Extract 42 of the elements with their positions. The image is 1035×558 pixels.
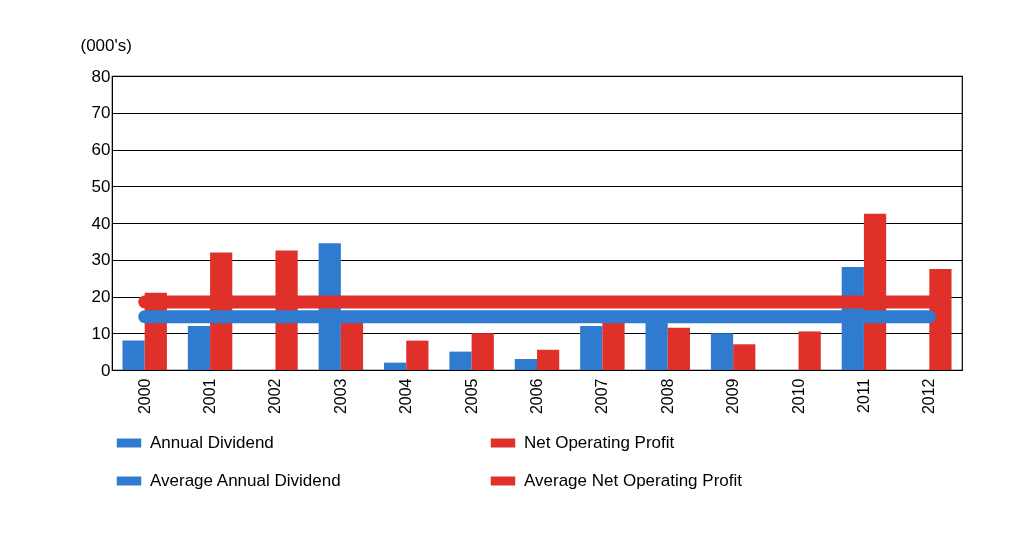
x-tick-label: 2001 bbox=[201, 378, 219, 415]
bar bbox=[187, 325, 211, 370]
bar bbox=[122, 340, 145, 370]
x-tick-label: 2002 bbox=[266, 378, 284, 415]
bar bbox=[384, 362, 407, 370]
y-tick-label: 10 bbox=[91, 323, 111, 343]
y-tick-label: 60 bbox=[91, 140, 111, 159]
bar bbox=[537, 349, 560, 370]
bar bbox=[798, 331, 821, 370]
x-tick-label: 2008 bbox=[658, 378, 676, 415]
legend-label: Net Operating Profit bbox=[524, 433, 675, 452]
y-axis-title: (000's) bbox=[80, 35, 132, 55]
x-tick-label: 2006 bbox=[528, 378, 545, 415]
bar bbox=[406, 340, 429, 370]
y-tick-label: 70 bbox=[91, 103, 111, 123]
bar bbox=[340, 322, 364, 370]
x-tick-label: 2005 bbox=[462, 378, 480, 415]
bar bbox=[449, 351, 472, 370]
x-tick-label: 2010 bbox=[789, 378, 807, 415]
legend-label: Annual Dividend bbox=[150, 433, 274, 452]
y-tick-label: 80 bbox=[91, 66, 111, 86]
y-tick-label: 30 bbox=[91, 250, 111, 270]
y-tick-label: 0 bbox=[101, 360, 111, 380]
x-tick-label: 2011 bbox=[854, 378, 872, 413]
legend-label: Average Net Operating Profit bbox=[524, 471, 743, 490]
bar bbox=[580, 325, 603, 370]
x-tick-label: 2007 bbox=[593, 378, 611, 415]
x-tick-label: 2000 bbox=[135, 378, 153, 415]
bar bbox=[710, 333, 734, 370]
bar bbox=[471, 333, 494, 370]
x-tick-label: 2009 bbox=[724, 378, 742, 415]
bar bbox=[602, 322, 625, 370]
legend-label: Average Annual Dividend bbox=[150, 471, 341, 490]
y-tick-label: 50 bbox=[91, 176, 111, 196]
x-tick-label: 2012 bbox=[920, 378, 938, 415]
bar bbox=[733, 344, 756, 370]
x-tick-label: 2004 bbox=[397, 378, 415, 415]
y-tick-label: 20 bbox=[91, 287, 111, 306]
y-tick-label: 40 bbox=[91, 213, 111, 233]
x-tick-label: 2003 bbox=[331, 378, 349, 415]
bar bbox=[514, 358, 537, 370]
bar bbox=[667, 327, 690, 370]
